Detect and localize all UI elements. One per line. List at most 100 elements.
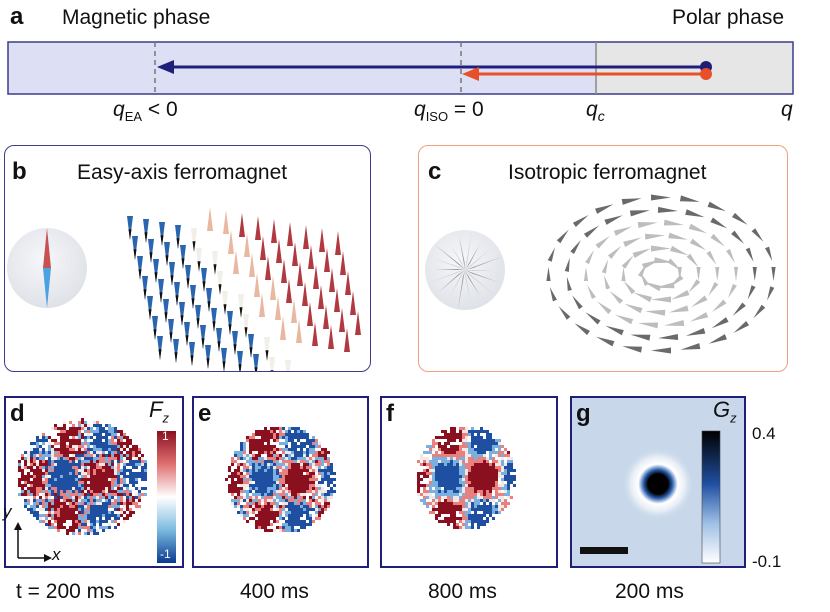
pixel <box>495 460 498 463</box>
pixel <box>324 475 327 478</box>
pixel <box>66 484 69 487</box>
pixel <box>309 487 312 490</box>
pixel <box>486 481 489 484</box>
pixel <box>285 526 288 529</box>
pixel <box>87 481 90 484</box>
pixel <box>78 526 81 529</box>
pixel <box>105 442 108 445</box>
pixel <box>48 472 51 475</box>
pixel <box>63 430 66 433</box>
pixel <box>270 529 273 532</box>
pixel <box>450 505 453 508</box>
pixel <box>459 481 462 484</box>
pixel <box>318 445 321 448</box>
pixel <box>468 454 471 457</box>
pixel <box>60 454 63 457</box>
pixel <box>102 445 105 448</box>
pixel <box>264 523 267 526</box>
pixel <box>78 532 81 535</box>
pixel <box>117 475 120 478</box>
pixel <box>63 454 66 457</box>
pixel <box>255 496 258 499</box>
pixel <box>480 508 483 511</box>
pixel <box>54 499 57 502</box>
pixel <box>315 457 318 460</box>
pixel <box>300 433 303 436</box>
pixel <box>312 490 315 493</box>
pixel <box>282 481 285 484</box>
pixel <box>318 463 321 466</box>
pixel <box>270 454 273 457</box>
pixel <box>432 472 435 475</box>
pixel <box>81 421 84 424</box>
pixel <box>81 493 84 496</box>
fz-map-400ms <box>225 427 336 532</box>
pixel <box>267 508 270 511</box>
pixel <box>99 493 102 496</box>
pixel <box>459 526 462 529</box>
pixel <box>126 493 129 496</box>
pixel <box>294 493 297 496</box>
pixel <box>303 508 306 511</box>
pixel <box>114 466 117 469</box>
pixel <box>123 445 126 448</box>
pixel <box>459 517 462 520</box>
pixel <box>498 487 501 490</box>
pixel <box>66 460 69 463</box>
pixel <box>447 490 450 493</box>
pixel <box>312 493 315 496</box>
pixel <box>303 451 306 454</box>
pixel <box>90 451 93 454</box>
pixel <box>453 454 456 457</box>
pixel <box>57 490 60 493</box>
pixel <box>78 517 81 520</box>
pixel <box>444 430 447 433</box>
pixel <box>255 454 258 457</box>
pixel <box>495 511 498 514</box>
pixel <box>480 496 483 499</box>
pixel <box>237 487 240 490</box>
pixel <box>492 445 495 448</box>
pixel <box>312 487 315 490</box>
pixel <box>51 487 54 490</box>
pixel <box>84 532 87 535</box>
pixel <box>111 502 114 505</box>
pixel <box>315 484 318 487</box>
pixel <box>237 457 240 460</box>
pixel <box>75 481 78 484</box>
pixel <box>132 475 135 478</box>
pixel <box>324 478 327 481</box>
pixel <box>282 511 285 514</box>
pixel <box>513 475 516 478</box>
pixel <box>96 472 99 475</box>
pixel <box>45 490 48 493</box>
pixel <box>54 514 57 517</box>
pixel <box>315 508 318 511</box>
pixel <box>255 487 258 490</box>
pixel <box>300 481 303 484</box>
pixel <box>84 493 87 496</box>
pixel <box>273 433 276 436</box>
pixel <box>48 478 51 481</box>
pixel <box>39 502 42 505</box>
pixel <box>102 502 105 505</box>
pixel <box>456 523 459 526</box>
pixel <box>291 529 294 532</box>
pixel <box>243 505 246 508</box>
pixel <box>450 448 453 451</box>
pixel <box>462 520 465 523</box>
pixel <box>261 487 264 490</box>
pixel <box>87 460 90 463</box>
pixel <box>309 520 312 523</box>
pixel <box>60 520 63 523</box>
pixel <box>42 499 45 502</box>
pixel <box>297 460 300 463</box>
pixel <box>453 445 456 448</box>
pixel <box>462 457 465 460</box>
pixel <box>438 442 441 445</box>
pixel <box>477 448 480 451</box>
pixel <box>78 490 81 493</box>
pixel <box>309 472 312 475</box>
pixel <box>297 520 300 523</box>
pixel <box>252 499 255 502</box>
